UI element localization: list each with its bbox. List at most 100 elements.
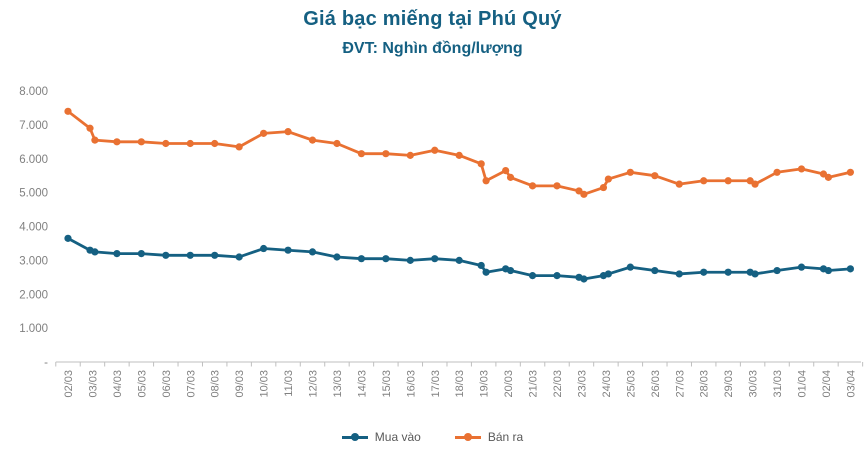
x-axis-label: 09/03 [234,370,246,398]
series-marker-1 [455,151,463,159]
x-axis-label: 19/03 [479,370,491,398]
series-marker-1 [91,136,99,144]
series-marker-1 [751,180,759,188]
x-axis-label: 03/04 [845,370,857,398]
x-axis-label: 07/03 [185,370,197,398]
chart-legend: Mua vào Bán ra [0,430,865,444]
x-axis-label: 26/03 [650,370,662,398]
x-axis-label: 22/03 [552,370,564,398]
y-axis-label: 3.000 [19,255,48,267]
x-axis-label: 16/03 [405,370,417,398]
series-marker-1 [333,139,341,148]
series-marker-1 [773,168,781,176]
x-axis-label: 05/03 [136,370,148,398]
series-marker-0 [211,251,219,259]
x-axis-label: 13/03 [332,370,344,398]
series-marker-1 [137,138,145,146]
x-axis-label: 11/03 [283,370,295,397]
series-marker-0 [604,270,612,278]
series-marker-1 [599,183,608,192]
x-axis-label: 29/03 [723,370,735,398]
series-marker-0 [846,265,855,273]
series-marker-0 [186,251,194,259]
x-axis-label: 31/03 [772,370,784,398]
series-marker-0 [333,253,341,261]
x-axis-label: 08/03 [210,370,222,398]
x-axis-label: 30/03 [748,370,760,398]
series-marker-1 [651,172,659,180]
x-axis-label: 06/03 [161,370,173,398]
chart-subtitle: ĐVT: Nghìn đồng/lượng [342,40,523,57]
legend-label-mua-vao: Mua vào [374,430,421,444]
series-marker-1 [86,124,94,132]
y-axis-label: 6.000 [19,154,48,166]
series-marker-0 [651,266,659,275]
series-marker-0 [284,246,292,254]
series-marker-0 [137,250,145,258]
series-marker-0 [477,261,485,270]
x-axis-label: 02/04 [821,370,833,398]
series-marker-0 [506,266,515,275]
x-axis-label: 18/03 [454,370,466,398]
series-marker-1 [357,150,365,158]
x-axis-label: 21/03 [528,370,540,398]
x-axis-label: 03/03 [87,370,99,398]
series-marker-1 [604,175,612,183]
series-marker-1 [260,129,268,137]
y-axis-label: 7.000 [19,120,48,132]
series-marker-1 [406,151,414,159]
series-marker-1 [580,190,588,198]
x-axis-label: 23/03 [576,370,588,398]
series-marker-1 [113,138,121,146]
series-marker-0 [528,272,537,280]
series-marker-0 [406,256,414,264]
legend-item-ban-ra: Bán ra [454,430,523,444]
series-marker-0 [64,234,72,242]
series-marker-0 [91,248,99,256]
series-marker-1 [477,160,485,168]
series-marker-1 [675,180,683,188]
x-axis-label: 15/03 [381,370,393,398]
x-axis-label: 04/03 [112,370,124,398]
x-axis-label: 10/03 [259,370,271,398]
series-marker-1 [553,182,561,190]
series-marker-0 [113,250,121,258]
series-line-1 [66,109,852,196]
chart-title: Giá bạc miếng tại Phú Quý [303,8,562,30]
y-axis-label: 1.000 [19,323,48,335]
series-marker-0 [675,270,683,278]
y-axis-label: 2.000 [19,289,48,301]
series-marker-0 [724,268,732,276]
series-marker-1 [626,168,634,176]
series-marker-1 [162,139,170,148]
series-marker-0 [626,263,634,271]
series-marker-1 [528,182,537,190]
y-axis-label: 5.000 [19,188,48,200]
series-marker-1 [431,146,439,154]
series-marker-1 [482,177,490,185]
series-marker-0 [235,253,243,261]
y-axis-label: 8.000 [19,86,48,98]
x-axis-label: 14/03 [356,370,368,398]
y-axis-label: 4.000 [19,222,48,234]
series-marker-0 [382,255,390,263]
series-marker-1 [64,107,72,115]
series-marker-0 [751,270,759,278]
legend-item-mua-vao: Mua vào [341,430,421,444]
series-marker-1 [186,139,194,148]
x-axis-label: 24/03 [601,370,613,398]
y-axis-label: - [44,357,48,369]
series-marker-0 [797,263,806,271]
series-marker-1 [797,165,806,173]
series-marker-0 [260,244,268,253]
series-marker-1 [502,167,510,175]
mua-vao-line-marker-icon [341,433,368,441]
series-marker-1 [506,173,515,181]
x-axis-label: 20/03 [503,370,515,398]
series-marker-0 [553,272,561,280]
series-marker-1 [824,173,832,181]
series-marker-1 [382,150,390,158]
series-marker-1 [724,177,732,185]
series-marker-1 [846,168,855,176]
